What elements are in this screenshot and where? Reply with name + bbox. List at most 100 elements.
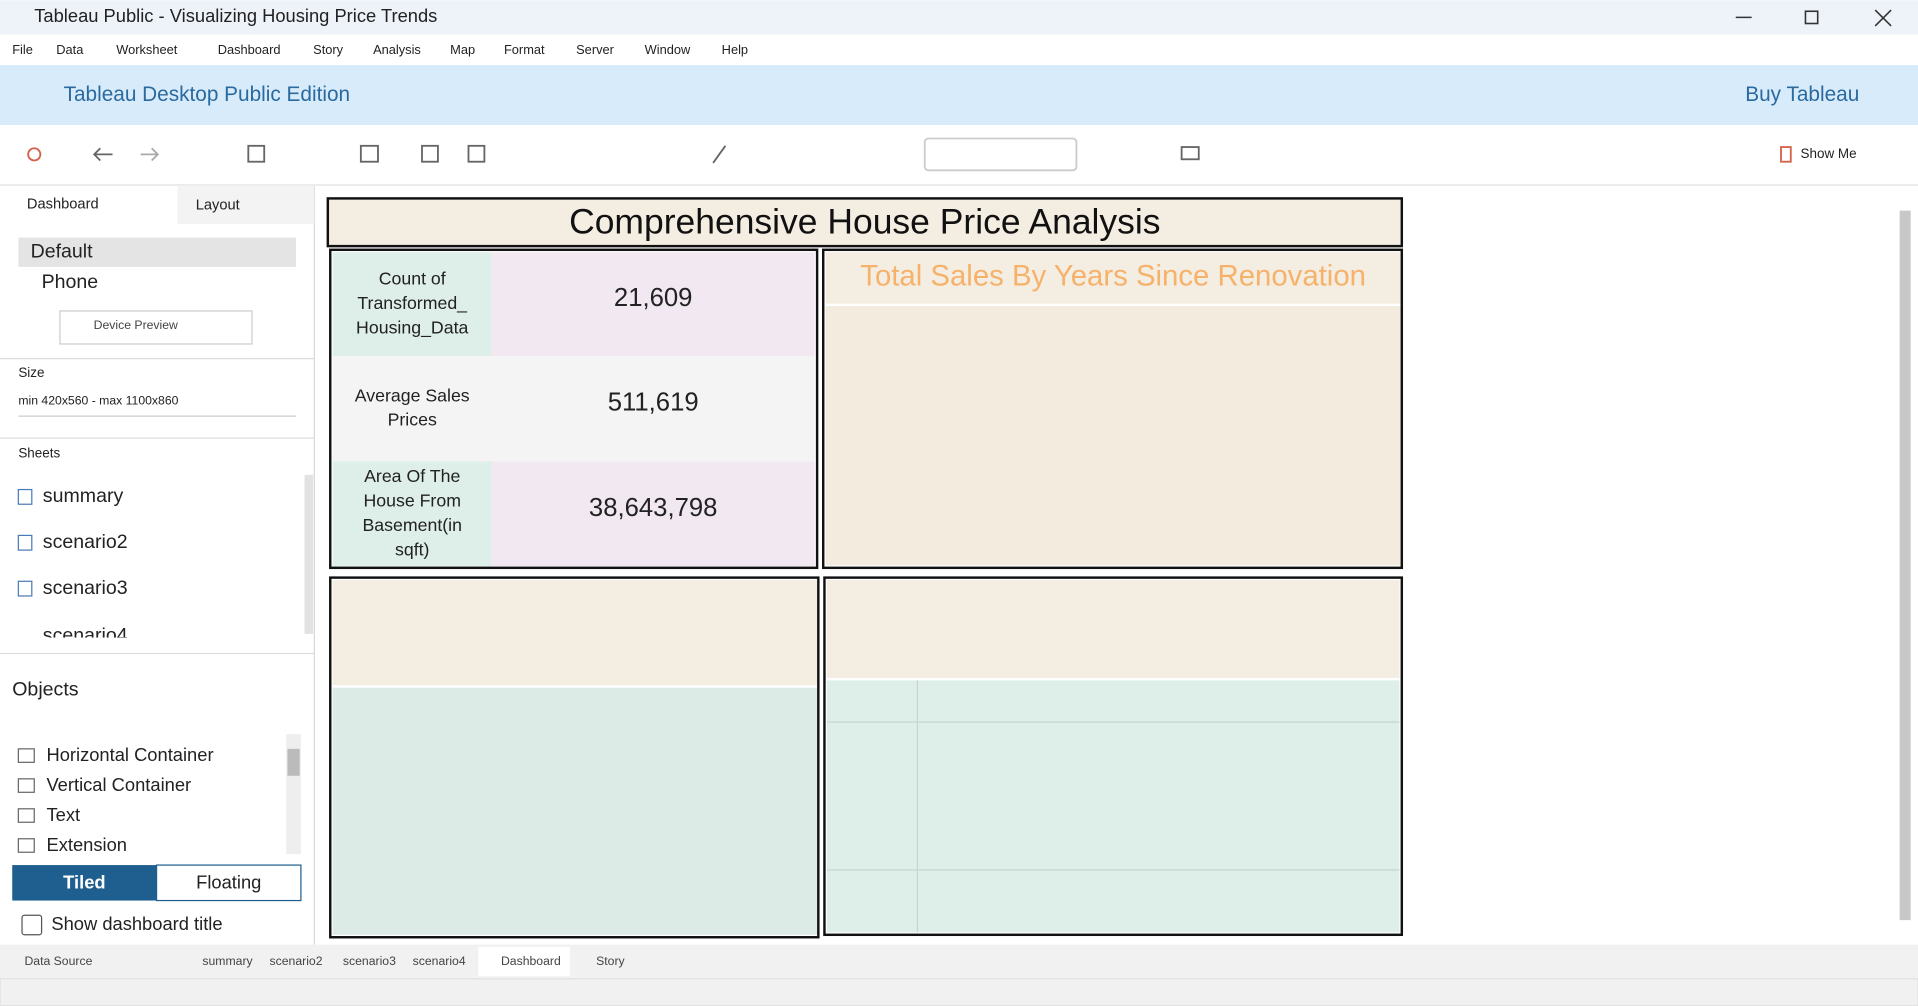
object-icon [17,778,35,793]
section-label: Size [18,365,44,380]
sheet-tab[interactable]: Dashboard [501,954,561,968]
dashboard-title-box [326,197,1404,248]
show-me[interactable]: Show Me [1801,146,1857,161]
sheet-tab[interactable]: scenario4 [413,954,466,968]
section-label: Sheets [18,446,60,461]
kpi-label: Average Sales [355,385,470,405]
chart-border [822,248,1404,570]
kpi-value: 511,619 [608,389,699,417]
toolbar-icons [27,137,1792,172]
buy-link[interactable]: Buy Tableau [1745,83,1859,106]
checkbox[interactable] [21,914,43,936]
sheet-icon [17,534,33,551]
sheet-tab[interactable]: Story [596,954,625,968]
clear-icon[interactable] [467,144,486,163]
highlight-icon[interactable] [712,145,727,164]
menu-item[interactable]: File [12,42,33,57]
toolbar [0,125,1918,187]
device-preview-button[interactable] [59,310,253,345]
menu-item[interactable]: Data [56,42,84,57]
sheet-item[interactable]: summary [43,485,124,507]
save-icon[interactable] [247,144,266,163]
chart-title-bg [826,580,1400,678]
close[interactable] [1874,9,1892,27]
banner-title: Tableau Desktop Public Edition [64,83,351,106]
menu-bar [0,34,1918,66]
sheet-tabs [0,944,1918,979]
chart-border [823,576,1404,937]
panel-tab[interactable]: Layout [196,198,240,214]
device[interactable]: Default [31,240,94,262]
kpi-label: Prices [388,410,437,430]
menu-item[interactable]: Story [313,42,344,57]
chart-title-bg [825,252,1401,304]
menu-item[interactable]: Format [504,42,545,57]
menu-item[interactable]: Worksheet [116,42,178,57]
dashboard-title: Comprehensive House Price Analysis [569,201,1160,241]
object-item[interactable]: Text [46,804,80,825]
kpi-value-bg [491,461,815,567]
selected-device [18,237,297,267]
object-icon [17,748,35,763]
restore[interactable] [1804,10,1819,25]
kpi-panel [329,248,819,570]
menu-item[interactable]: Map [450,42,475,57]
sheet-item[interactable]: scenario3 [43,577,128,599]
object-item[interactable]: Vertical Container [46,774,191,795]
scrollbar [304,474,314,634]
duplicate-icon[interactable] [421,144,439,163]
menu-item[interactable]: Analysis [373,42,421,57]
side-panel [0,186,315,945]
sheet-tab[interactable]: scenario3 [343,954,396,968]
layout-tab-bg [177,186,315,225]
panel-tab[interactable]: Dashboard [27,196,99,212]
plot-bg [332,687,818,935]
menu-item[interactable]: Server [576,42,615,57]
window-controls [1735,9,1892,27]
scrollbar-thumb [287,748,300,776]
chart-title: Total Sales By Years Since Renovation [860,260,1366,293]
checkbox-label: Show dashboard title [51,913,222,934]
fit-dropdown[interactable] [923,137,1078,172]
kpi-label: Housing_Data [356,317,468,338]
object-icon [17,808,35,823]
kpi-row-bg [332,356,815,462]
undo-icon[interactable] [92,147,113,162]
sheet-tab[interactable]: scenario2 [270,954,323,968]
kpi-value-bg [491,252,815,357]
window-title: Tableau Public - Visualizing Housing Pri… [34,5,437,26]
sheet-tab[interactable]: Data Source [24,954,92,968]
kpi-value: 21,609 [614,284,693,312]
kpi-value: 38,643,798 [589,494,718,522]
floating-button[interactable] [155,864,302,902]
object-item[interactable]: Extension [46,834,127,855]
redo-icon[interactable] [140,147,160,162]
presentation-icon[interactable] [1180,146,1200,161]
menu-item[interactable]: Dashboard [218,42,281,57]
show-me-icon[interactable] [1780,146,1792,163]
object-item[interactable]: Horizontal Container [46,744,213,765]
banner [0,65,1918,126]
tiled-button[interactable] [12,865,157,901]
device[interactable]: Phone [42,271,99,293]
section-label: Objects [12,678,79,700]
kpi-label: sqft) [395,539,429,559]
sheet-icon [17,580,33,597]
sheet-item[interactable]: scenario2 [43,531,128,553]
menu-item[interactable]: Help [722,42,748,57]
kpi-label: House From [363,490,460,510]
layout-mode[interactable]: Tiled [63,871,105,892]
menu-item[interactable]: Window [645,42,691,57]
sheet-tab[interactable]: summary [202,954,253,968]
kpi-label: Transformed_ [357,293,468,314]
logo-icon[interactable] [27,147,42,162]
sheet-icon [17,488,33,505]
chart-border [329,576,820,939]
kpi-label-bg [332,461,492,567]
layout-mode[interactable]: Floating [196,871,261,892]
size-value: min 420x560 - max 1100x860 [18,394,178,408]
new-sheet-icon[interactable] [359,144,379,163]
plot-bg [826,680,1400,933]
plot-bg [825,306,1401,566]
